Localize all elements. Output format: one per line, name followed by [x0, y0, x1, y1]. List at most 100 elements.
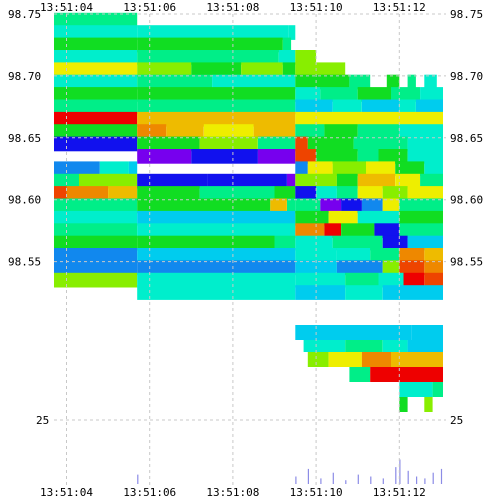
heatmap-cell	[361, 352, 391, 367]
heatmap-cell	[407, 149, 443, 164]
heatmap-cell	[424, 272, 443, 288]
heatmap-cell	[191, 62, 242, 78]
heatmap-cell	[391, 87, 421, 102]
heatmap-cell	[316, 149, 358, 164]
heatmap-cell	[207, 173, 287, 189]
heatmap-cell	[341, 198, 362, 214]
heatmap-cell	[137, 136, 200, 152]
heatmap-cell	[361, 198, 383, 214]
heatmap-cell	[407, 136, 443, 152]
heatmap-cell	[212, 74, 296, 90]
heatmap-cell	[424, 161, 443, 177]
heatmap-cell	[295, 325, 412, 340]
heatmap-cell	[424, 248, 443, 263]
heatmap-cell	[357, 124, 400, 139]
heatmap-cell	[295, 210, 329, 226]
heatmap-cell	[199, 136, 258, 152]
heatmap-cell	[399, 198, 443, 214]
x-tick-label-bottom: 13:51:12	[373, 486, 426, 499]
heatmap-cell	[54, 272, 138, 288]
heatmap-cell	[316, 186, 337, 201]
heatmap-cell	[295, 285, 346, 300]
heatmap-cell	[54, 223, 138, 238]
heatmap-cell	[295, 272, 346, 288]
heatmap-cell	[295, 124, 325, 139]
heatmap-cell	[357, 149, 379, 164]
heatmap-cell	[137, 62, 192, 78]
y-tick-label-left: 98.65	[8, 132, 41, 145]
heatmap-cell	[137, 235, 275, 251]
x-tick-label-bottom: 13:51:06	[123, 486, 176, 499]
heatmap-cell	[366, 161, 396, 177]
heatmap-cell	[137, 87, 296, 102]
heatmap-cell	[54, 248, 138, 263]
heatmap-cell	[341, 223, 375, 238]
volume-tick-label-right: 25	[450, 414, 463, 427]
heatmap-cell	[137, 173, 208, 189]
heatmap-cell	[391, 352, 416, 367]
heatmap-cell	[191, 149, 258, 164]
heatmap-cell	[270, 198, 287, 214]
heatmap-cell	[382, 260, 400, 276]
heatmap-cell	[361, 99, 400, 115]
heatmap-cell	[328, 210, 358, 226]
y-tick-label-left: 98.60	[8, 194, 41, 207]
heatmap-cell	[395, 173, 421, 189]
heatmap-cell	[307, 136, 354, 152]
heatmap-cell	[241, 62, 283, 78]
y-tick-label-right: 98.55	[450, 256, 483, 269]
x-tick-label-top: 13:51:10	[290, 1, 343, 14]
heatmap-cell	[357, 186, 383, 201]
heatmap-cell	[399, 382, 433, 397]
heatmap-cell	[370, 248, 400, 263]
heatmap-cell	[307, 352, 329, 367]
heatmap-cell	[274, 235, 296, 251]
volume-bar	[295, 476, 297, 484]
heatmap-cell	[295, 111, 443, 127]
heatmap-cell	[54, 62, 138, 78]
heatmap-cell	[137, 248, 296, 263]
x-tick-label-bottom: 13:51:10	[290, 486, 343, 499]
heatmap-cell	[407, 74, 416, 90]
heatmap-cell	[407, 186, 443, 201]
heatmap-cell	[349, 367, 371, 382]
heatmap-cell	[399, 210, 443, 226]
heatmap-cell	[328, 352, 362, 367]
heatmap-cell	[424, 397, 433, 412]
heatmap-cell	[357, 173, 396, 189]
grid-lines-layer	[54, 8, 446, 486]
heatmap-cell	[424, 74, 437, 90]
heatmap-cell	[420, 173, 443, 189]
heatmap-cell	[295, 62, 346, 78]
heatmap-cell	[399, 99, 416, 115]
heatmap-cell	[54, 25, 138, 40]
volume-tick-label-left: 25	[36, 414, 49, 427]
heatmap-cell	[432, 382, 443, 397]
y-tick-label-right: 98.60	[450, 194, 483, 207]
heatmap-cell	[386, 74, 400, 90]
heatmap-cell	[307, 161, 333, 177]
heatmap-cell	[336, 248, 371, 263]
volume-bar	[424, 478, 426, 484]
heatmap-cell	[332, 161, 366, 177]
heatmap-cell	[320, 198, 342, 214]
heatmap-cell	[288, 25, 296, 40]
heatmap-cell	[278, 50, 296, 65]
heatmap-cell	[295, 99, 333, 115]
heatmap-cell	[336, 173, 358, 189]
heatmap-cell	[54, 186, 67, 201]
heatmap-cell	[54, 124, 138, 139]
heatmap-cell	[303, 340, 346, 352]
heatmap-cell	[295, 223, 325, 238]
heatmap-cell	[399, 124, 443, 139]
heatmap-cell	[382, 340, 408, 352]
x-tick-label-top: 13:51:12	[373, 1, 426, 14]
x-tick-label-bottom: 13:51:08	[206, 486, 259, 499]
volume-bar	[320, 478, 322, 484]
heatmap-cell	[336, 260, 383, 276]
heatmap-cell	[54, 99, 138, 115]
heatmap-cell	[54, 50, 138, 65]
heatmap-cell	[357, 210, 400, 226]
volume-bar	[370, 476, 372, 484]
